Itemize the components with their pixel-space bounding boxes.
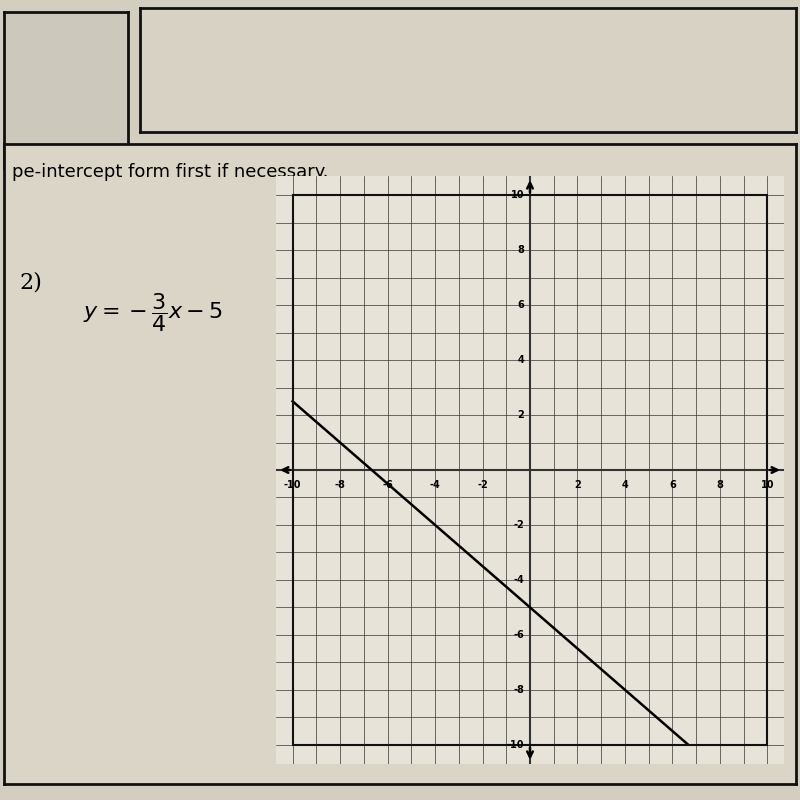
- Text: 8: 8: [517, 245, 524, 255]
- Text: 4: 4: [622, 480, 628, 490]
- Text: -6: -6: [514, 630, 524, 640]
- Text: 2): 2): [20, 272, 42, 294]
- Text: -6: -6: [382, 480, 393, 490]
- Text: -10: -10: [506, 740, 524, 750]
- Text: 6: 6: [518, 300, 524, 310]
- Text: 6: 6: [669, 480, 676, 490]
- Text: 2: 2: [574, 480, 581, 490]
- Text: -2: -2: [477, 480, 488, 490]
- Text: -4: -4: [514, 575, 524, 585]
- Text: 8: 8: [717, 480, 723, 490]
- Text: -8: -8: [513, 685, 524, 695]
- Text: -2: -2: [514, 520, 524, 530]
- Text: 10: 10: [761, 480, 774, 490]
- Text: 2: 2: [518, 410, 524, 420]
- Text: $y = -\dfrac{3}{4}x - 5$: $y = -\dfrac{3}{4}x - 5$: [83, 291, 223, 334]
- Text: -10: -10: [284, 480, 302, 490]
- Text: 4: 4: [518, 355, 524, 365]
- Text: -8: -8: [334, 480, 346, 490]
- Text: 10: 10: [510, 190, 524, 200]
- Text: pe-intercept form first if necessary.: pe-intercept form first if necessary.: [12, 163, 329, 182]
- Text: -4: -4: [430, 480, 441, 490]
